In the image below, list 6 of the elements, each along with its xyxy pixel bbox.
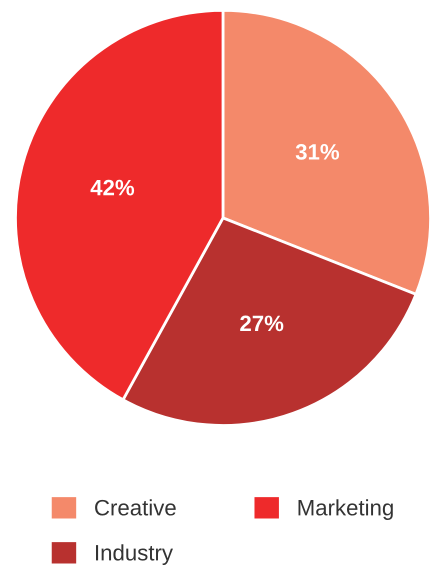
data-label: 27% xyxy=(240,316,284,332)
data-label: 31% xyxy=(296,144,340,160)
legend-label: Marketing xyxy=(298,499,393,520)
data-label: 42% xyxy=(90,180,134,196)
legend-label: Industry xyxy=(96,544,173,565)
legend-label: Creative xyxy=(95,499,176,516)
